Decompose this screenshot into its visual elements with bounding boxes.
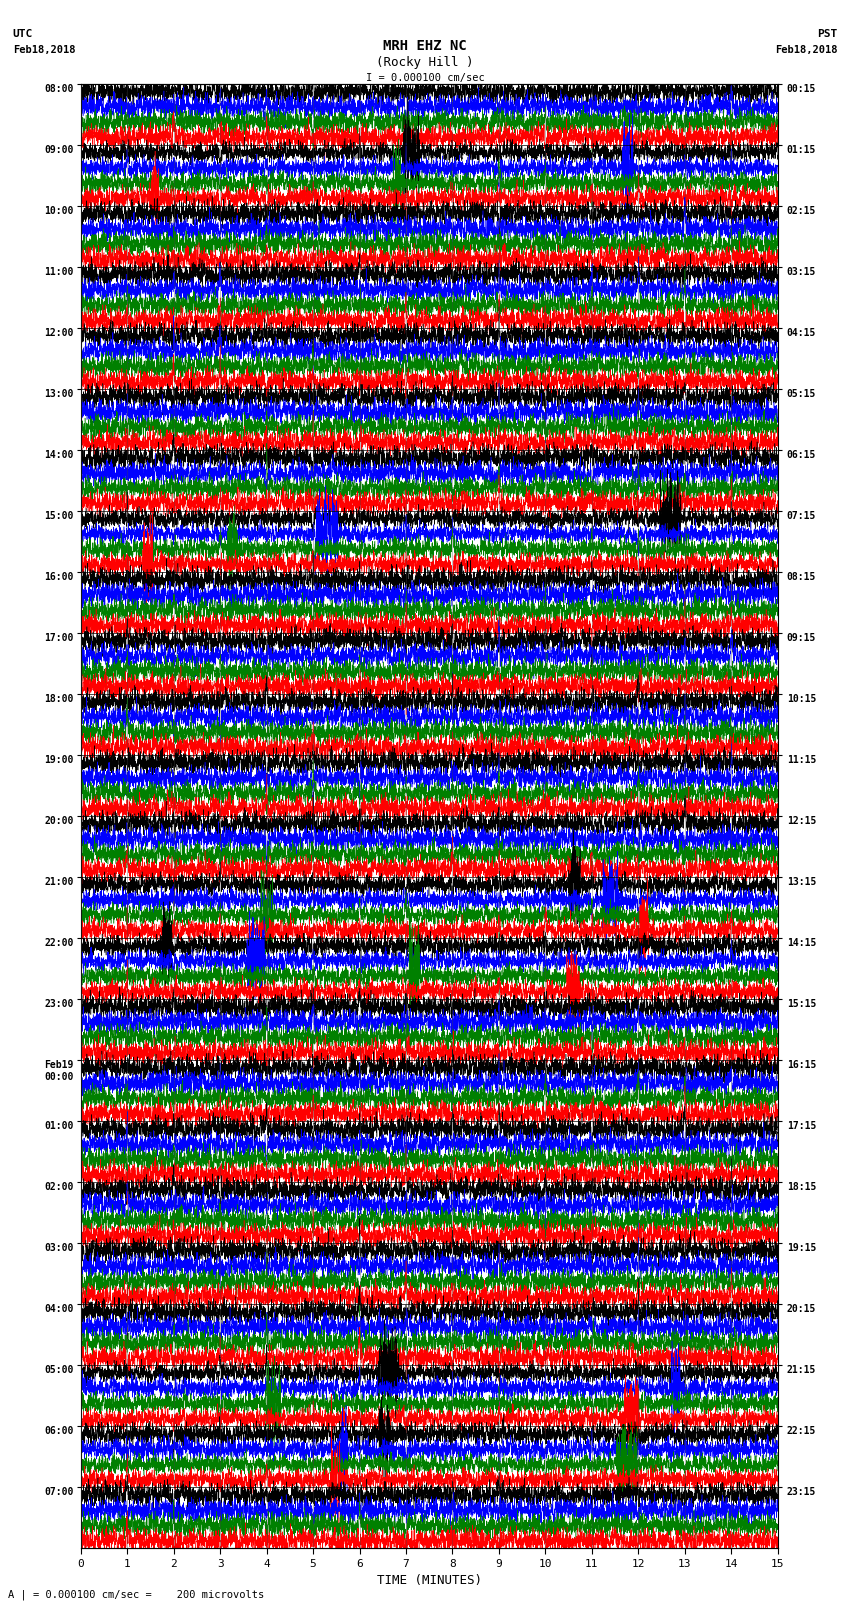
Text: UTC: UTC: [13, 29, 33, 39]
Text: PST: PST: [817, 29, 837, 39]
Text: Feb18,2018: Feb18,2018: [774, 45, 837, 55]
Text: (Rocky Hill ): (Rocky Hill ): [377, 56, 473, 69]
Text: I = 0.000100 cm/sec: I = 0.000100 cm/sec: [366, 73, 484, 82]
X-axis label: TIME (MINUTES): TIME (MINUTES): [377, 1574, 482, 1587]
Text: MRH EHZ NC: MRH EHZ NC: [383, 39, 467, 53]
Text: A | = 0.000100 cm/sec =    200 microvolts: A | = 0.000100 cm/sec = 200 microvolts: [8, 1589, 264, 1600]
Text: Feb18,2018: Feb18,2018: [13, 45, 76, 55]
